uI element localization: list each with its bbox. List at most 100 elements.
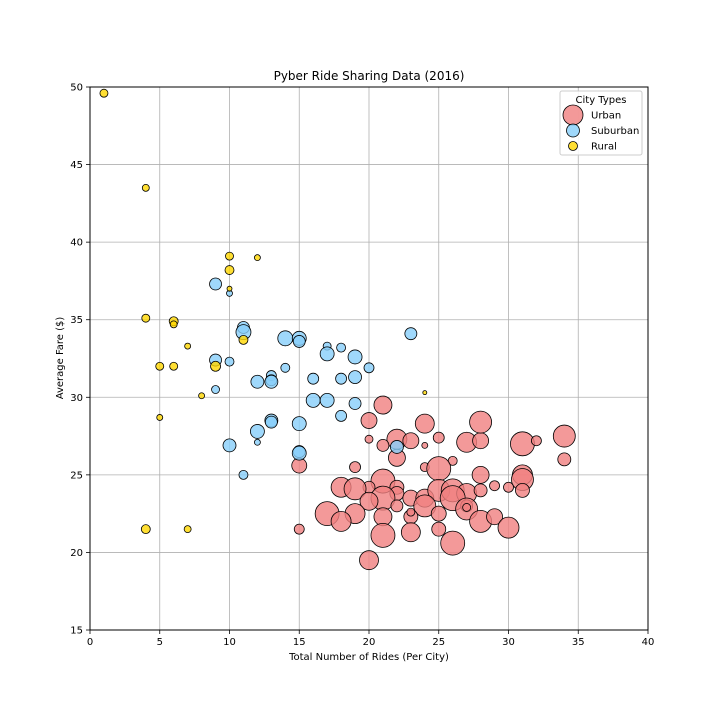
- data-point-urban: [471, 465, 490, 484]
- y-tick-label: 20: [70, 548, 83, 559]
- data-point-rural: [169, 320, 178, 329]
- legend-label-rural: Rural: [591, 142, 617, 153]
- data-point-rural: [225, 251, 234, 261]
- data-point-urban: [390, 499, 404, 513]
- data-point-suburban: [336, 342, 347, 353]
- data-point-urban: [430, 505, 447, 522]
- x-tick-label: 30: [502, 637, 515, 648]
- data-point-rural: [198, 392, 206, 400]
- data-point-suburban: [389, 440, 404, 454]
- data-point-urban: [376, 438, 390, 452]
- data-point-suburban: [250, 374, 265, 389]
- x-tick-label: 35: [572, 637, 585, 648]
- data-point-suburban: [253, 438, 261, 446]
- data-point-suburban: [280, 362, 291, 373]
- data-point-rural: [184, 342, 192, 350]
- legend-marker-suburban: [566, 123, 580, 138]
- legend-marker-urban: [562, 104, 584, 126]
- data-point-suburban: [305, 392, 321, 408]
- data-point-suburban: [319, 346, 335, 362]
- data-point-suburban: [264, 415, 278, 429]
- data-point-suburban: [291, 445, 307, 461]
- legend-label-suburban: Suburban: [591, 126, 639, 137]
- y-tick-label: 35: [70, 315, 83, 326]
- data-point-suburban: [404, 327, 418, 341]
- y-axis-label: Average Fare ($): [55, 317, 66, 400]
- data-point-urban: [497, 516, 520, 539]
- data-point-urban: [414, 413, 435, 434]
- legend-marker-rural: [568, 141, 578, 151]
- x-tick-label: 10: [223, 637, 236, 648]
- data-point-urban: [510, 431, 535, 457]
- data-point-urban: [343, 477, 367, 501]
- x-tick-label: 40: [642, 637, 655, 648]
- x-tick-label: 15: [293, 637, 306, 648]
- data-point-urban: [293, 523, 305, 535]
- data-point-urban: [349, 461, 361, 474]
- y-tick-label: 50: [70, 83, 83, 94]
- data-point-rural: [99, 88, 109, 98]
- data-point-rural: [183, 525, 192, 534]
- data-point-suburban: [209, 277, 222, 291]
- x-axis-label: Total Number of Rides (Per City): [288, 652, 449, 663]
- data-point-urban: [359, 491, 379, 511]
- data-point-urban: [531, 435, 542, 447]
- data-point-urban: [440, 530, 466, 556]
- data-point-suburban: [224, 356, 235, 367]
- data-point-urban: [515, 482, 530, 498]
- x-tick-label: 5: [157, 637, 163, 648]
- data-point-rural: [422, 390, 428, 396]
- data-point-urban: [360, 412, 378, 429]
- series-suburban: [209, 277, 418, 480]
- data-point-suburban: [211, 385, 220, 394]
- data-point-urban: [489, 480, 500, 492]
- data-point-urban: [413, 494, 437, 518]
- data-point-urban: [364, 434, 374, 444]
- data-point-rural: [210, 360, 221, 372]
- data-point-urban: [557, 452, 572, 467]
- data-point-urban: [486, 508, 503, 526]
- y-tick-label: 45: [70, 160, 83, 171]
- data-point-urban: [503, 481, 514, 493]
- y-tick-label: 25: [70, 470, 83, 481]
- data-point-suburban: [249, 424, 265, 439]
- data-point-suburban: [264, 374, 279, 389]
- data-point-suburban: [335, 372, 348, 385]
- data-point-urban: [330, 511, 352, 532]
- data-point-rural: [238, 334, 249, 345]
- data-point-suburban: [335, 410, 348, 422]
- data-point-urban: [400, 522, 421, 543]
- data-point-urban: [370, 522, 396, 548]
- data-point-rural: [155, 361, 165, 371]
- data-point-rural: [156, 414, 164, 421]
- data-point-urban: [462, 503, 472, 512]
- data-point-rural: [169, 361, 179, 371]
- data-point-suburban: [319, 392, 335, 408]
- y-tick-label: 15: [70, 626, 83, 637]
- data-point-suburban: [292, 335, 306, 348]
- data-point-rural: [224, 265, 235, 275]
- data-point-urban: [402, 432, 420, 450]
- legend-box: [559, 90, 643, 156]
- legend-label-urban: Urban: [591, 111, 621, 122]
- chart-title: Pyber Ride Sharing Data (2016): [274, 69, 465, 83]
- data-point-rural: [141, 183, 150, 192]
- data-point-suburban: [222, 438, 237, 453]
- grid-lines: [89, 86, 649, 631]
- data-point-urban: [432, 431, 445, 444]
- legend: City Types Urban Suburban Rural: [559, 90, 643, 156]
- data-point-urban: [431, 521, 447, 537]
- data-point-urban: [469, 410, 493, 434]
- data-point-urban: [406, 507, 416, 517]
- data-point-urban: [426, 456, 452, 482]
- data-point-urban: [421, 441, 429, 449]
- data-point-urban: [373, 395, 393, 415]
- data-point-urban: [472, 432, 490, 450]
- data-point-suburban: [363, 362, 375, 374]
- series-rural: [99, 88, 428, 535]
- series-urban: [291, 395, 576, 571]
- x-tick-label: 20: [363, 637, 376, 648]
- data-point-suburban: [291, 416, 307, 432]
